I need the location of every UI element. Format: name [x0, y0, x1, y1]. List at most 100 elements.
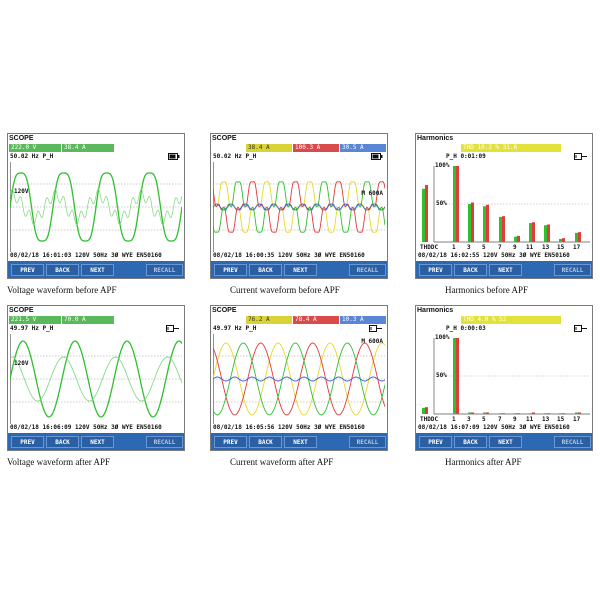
plug-icon — [574, 153, 588, 162]
prev-button[interactable]: PREV — [214, 264, 247, 276]
x-label-7: 7 — [498, 244, 502, 251]
harmonic-bar — [529, 223, 532, 242]
harmonic-bar — [486, 412, 489, 414]
next-button[interactable]: NEXT — [81, 436, 114, 448]
neutral-current-trace — [213, 203, 385, 211]
next-button[interactable]: NEXT — [489, 264, 522, 276]
softkey-bar: PREV BACK NEXT RECALL — [211, 261, 387, 278]
next-button[interactable]: NEXT — [284, 436, 317, 448]
waveform-plot: 120V — [10, 162, 182, 252]
y-label-50: 50% — [436, 372, 447, 379]
screen-title: SCOPE — [9, 135, 34, 142]
status-row: 49.97 Hz P_H — [213, 325, 385, 334]
next-button[interactable]: NEXT — [284, 264, 317, 276]
x-label-3: 3 — [467, 244, 471, 251]
next-button[interactable]: NEXT — [81, 264, 114, 276]
recall-button[interactable]: RECALL — [554, 436, 591, 448]
frequency-readout: 50.02 Hz P_H — [10, 153, 54, 160]
x-label-1: 1 — [452, 244, 456, 251]
y-label-50: 50% — [436, 200, 447, 207]
info-bar: 08/02/18 16:01:03 120V 50Hz 3Ø WYE EN501… — [10, 252, 162, 259]
voltage-waveform — [10, 162, 182, 252]
back-button[interactable]: BACK — [249, 264, 282, 276]
info-bar: 08/02/18 16:06:09 120V 50Hz 3Ø WYE EN501… — [10, 424, 162, 431]
harmonic-bar — [532, 222, 535, 242]
recall-button[interactable]: RECALL — [146, 264, 183, 276]
panel-caption: Harmonics after APF — [445, 457, 522, 467]
recall-button[interactable]: RECALL — [554, 264, 591, 276]
back-button[interactable]: BACK — [454, 264, 487, 276]
x-label-thddc: THDDC — [420, 244, 439, 251]
waveform-plot: 120V — [10, 334, 182, 424]
x-label-7: 7 — [498, 416, 502, 423]
back-button[interactable]: BACK — [454, 436, 487, 448]
softkey-bar: PREV BACK NEXT RECALL — [8, 261, 184, 278]
reading-phase-2: 78.4 A — [293, 316, 339, 324]
scope-screen: SCOPE 38.4 A 100.3 A 30.5 A 50.02 Hz P_H… — [210, 133, 388, 279]
harmonic-bar — [453, 338, 456, 414]
harmonic-bar — [578, 412, 581, 414]
voltage-waveform — [10, 334, 182, 424]
plug-icon — [574, 325, 588, 334]
harmonic-bar — [471, 202, 474, 242]
harmonic-bar — [514, 236, 517, 242]
prev-button[interactable]: PREV — [11, 436, 44, 448]
x-label-1: 1 — [452, 416, 456, 423]
harmonic-bar — [559, 238, 562, 242]
panel-caption: Current waveform before APF — [230, 285, 340, 295]
x-label-5: 5 — [482, 244, 486, 251]
prev-button[interactable]: PREV — [419, 264, 452, 276]
readings-bar: THD 10.2 % 31.6 — [417, 144, 591, 152]
x-label-15: 15 — [557, 244, 565, 251]
recall-button[interactable]: RECALL — [146, 436, 183, 448]
next-button[interactable]: NEXT — [489, 436, 522, 448]
x-label-5: 5 — [482, 416, 486, 423]
marker-label: M 600A — [361, 338, 383, 345]
back-button[interactable]: BACK — [249, 436, 282, 448]
harmonic-bar — [453, 166, 456, 242]
reading-phase-3: 10.3 A — [340, 316, 386, 324]
readings-bar: 221.5 V 70.0 A — [9, 316, 183, 324]
reading-phase-2: 100.3 A — [293, 144, 339, 152]
prev-button[interactable]: PREV — [214, 436, 247, 448]
harmonic-bar — [575, 232, 578, 242]
waveform-plot: M 600A — [213, 162, 385, 252]
harmonic-bar — [483, 206, 486, 242]
scope-screen: SCOPE 221.5 V 70.0 A 49.97 Hz P_H 120V 0… — [7, 305, 185, 451]
harmonic-bar — [547, 224, 550, 242]
back-button[interactable]: BACK — [46, 264, 79, 276]
harmonic-bar — [483, 412, 486, 414]
harmonic-bar — [486, 204, 489, 242]
status-row: 49.97 Hz P_H — [10, 325, 182, 334]
x-label-thddc: THDDC — [420, 416, 439, 423]
scope-screen: SCOPE 222.0 V 38.4 A 50.02 Hz P_H 120V 0… — [7, 133, 185, 279]
voltage-trace — [10, 340, 182, 418]
harmonic-bar — [425, 407, 428, 414]
prev-button[interactable]: PREV — [419, 436, 452, 448]
harmonic-bar — [559, 413, 562, 414]
x-label-13: 13 — [542, 416, 550, 423]
status-row: 50.02 Hz P_H — [10, 153, 182, 162]
marker-label: M 600A — [361, 190, 383, 197]
x-label-17: 17 — [573, 244, 581, 251]
screen-title: Harmonics — [417, 307, 454, 314]
recall-button[interactable]: RECALL — [349, 264, 386, 276]
harmonic-bar — [425, 185, 428, 242]
harmonic-bar — [544, 413, 547, 414]
prev-button[interactable]: PREV — [11, 264, 44, 276]
waveform-plot: M 600A — [213, 334, 385, 424]
x-label-15: 15 — [557, 416, 565, 423]
level-label: 120V — [14, 188, 29, 195]
frequency-readout: 50.02 Hz P_H — [213, 153, 257, 160]
frequency-readout: 49.97 Hz P_H — [10, 325, 54, 332]
back-button[interactable]: BACK — [46, 436, 79, 448]
harmonic-bar — [456, 166, 459, 242]
phase-3-current-trace — [213, 342, 385, 416]
readings-bar: 222.0 V 38.4 A — [9, 144, 183, 152]
softkey-bar: PREV BACK NEXT RECALL — [211, 433, 387, 450]
harmonic-bar — [517, 413, 520, 414]
harmonics-screen: Harmonics THD 10.2 % 31.6 P_H 0:01:09 10… — [415, 133, 593, 279]
harmonics-bar-chart — [422, 338, 590, 415]
recall-button[interactable]: RECALL — [349, 436, 386, 448]
harmonic-bar — [578, 232, 581, 242]
